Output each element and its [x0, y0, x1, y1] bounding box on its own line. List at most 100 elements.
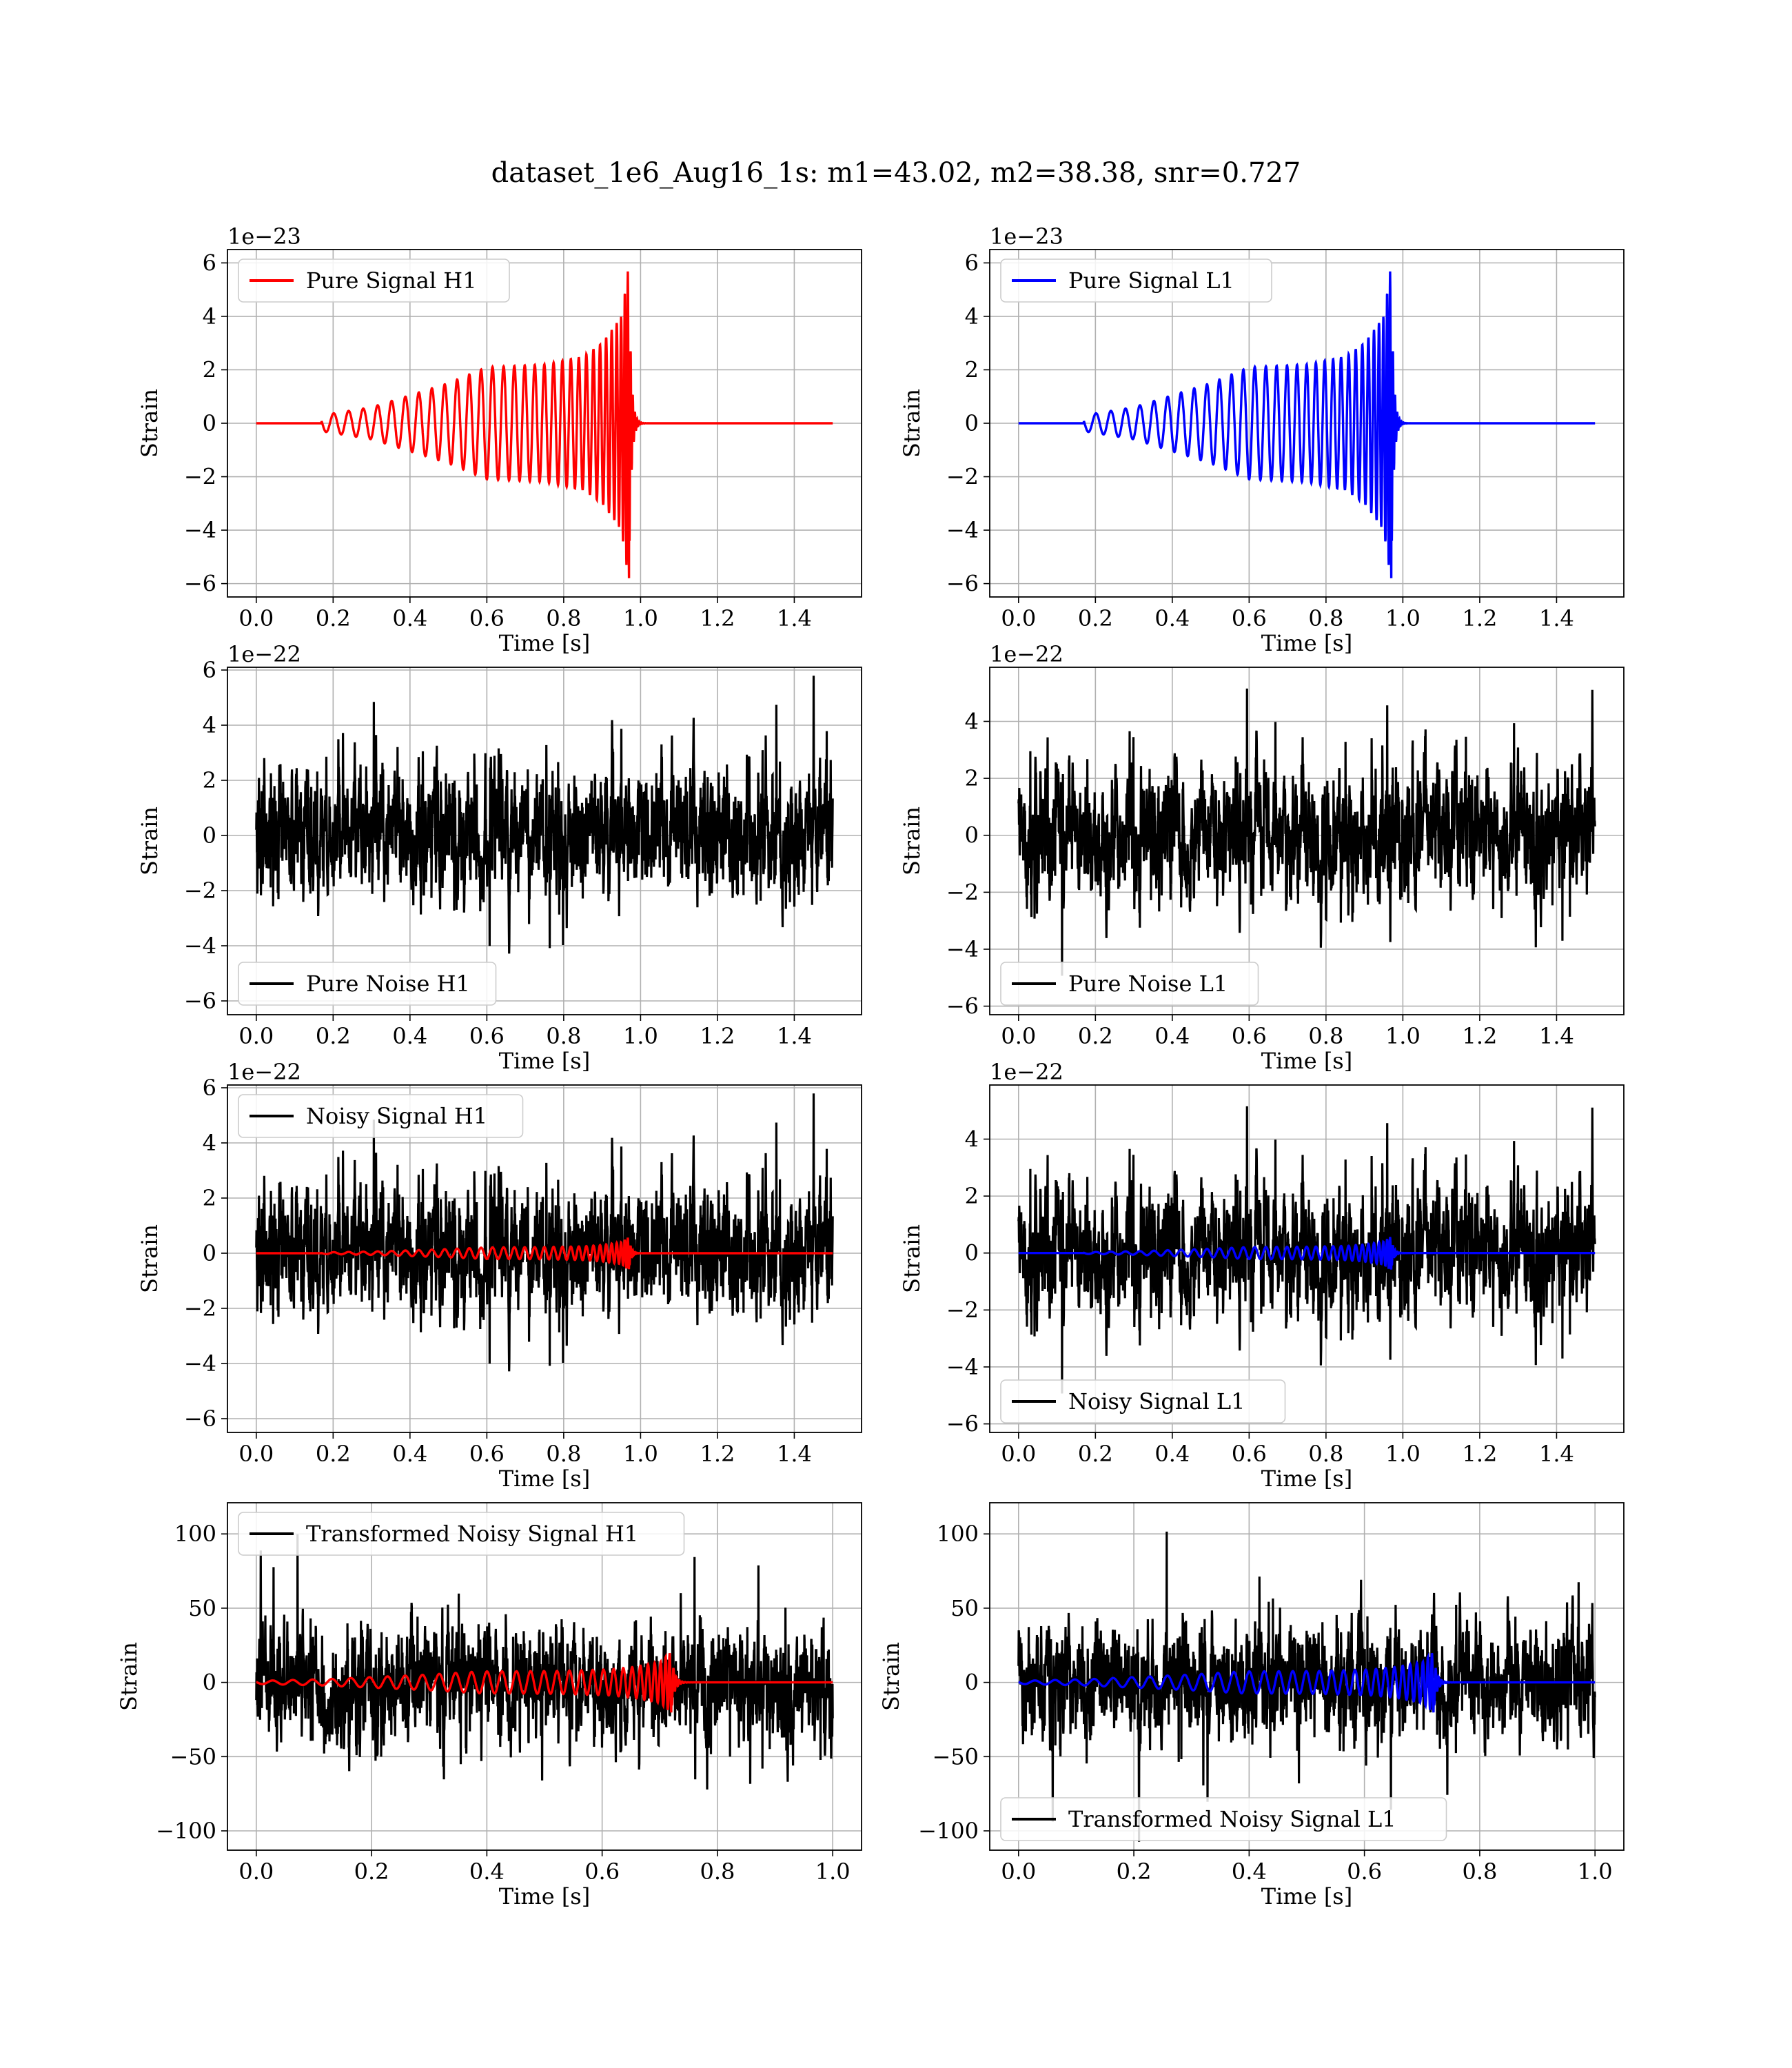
legend-label: Noisy Signal H1 [306, 1103, 487, 1129]
x-tick-label: 0.4 [1154, 1023, 1190, 1049]
legend-label: Noisy Signal L1 [1068, 1388, 1245, 1415]
y-axis-label: Strain [116, 1642, 142, 1711]
legend-label: Transformed Noisy Signal H1 [306, 1521, 638, 1547]
noise-line [1017, 1106, 1596, 1394]
x-tick-label: 0.6 [469, 1023, 505, 1049]
x-tick-label: 1.0 [1385, 605, 1421, 631]
legend-box [238, 1512, 685, 1556]
y-axis-label: Strain [136, 1224, 163, 1293]
x-tick-label: 1.0 [1578, 1858, 1613, 1885]
y-tick-label: −4 [946, 1354, 979, 1380]
x-tick-label: 0.0 [1001, 1858, 1036, 1885]
y-axis-label: Strain [899, 1224, 925, 1293]
x-axis-label: Time [s] [1261, 1466, 1352, 1492]
legend-label: Transformed Noisy Signal L1 [1068, 1806, 1396, 1832]
x-tick-label: 1.4 [1539, 1441, 1574, 1467]
y-axis-label: Strain [136, 389, 163, 458]
legend-box [238, 962, 497, 1006]
y-tick-label: 100 [174, 1521, 216, 1547]
offset-text: 1e−22 [990, 1059, 1063, 1085]
legend-box [1000, 962, 1259, 1006]
x-tick-label: 0.4 [392, 1023, 427, 1049]
plot-data [255, 676, 834, 954]
x-tick-label: 0.6 [469, 605, 505, 631]
y-tick-label: 4 [203, 303, 216, 330]
axes-frame [227, 667, 862, 1015]
x-tick-label: 0.4 [392, 1441, 427, 1467]
offset-text: 1e−23 [990, 223, 1063, 250]
x-tick-label: 0.2 [316, 1023, 351, 1049]
y-tick-label: −100 [156, 1818, 216, 1844]
y-tick-label: 2 [203, 356, 216, 383]
plot-data [1017, 1106, 1596, 1394]
y-tick-label: −2 [946, 464, 979, 490]
x-tick-label: 0.2 [316, 1441, 351, 1467]
legend: Pure Signal H1 [238, 258, 510, 303]
x-tick-label: 0.6 [584, 1858, 620, 1885]
axes-frame [227, 1502, 862, 1851]
y-tick-label: 6 [203, 1075, 216, 1101]
noise-line [255, 1534, 834, 1790]
noise-line [255, 676, 834, 954]
legend-box [238, 258, 510, 303]
x-tick-label: 0.0 [238, 605, 274, 631]
signal-line [1018, 271, 1596, 578]
x-axis-label: Time [s] [499, 630, 590, 656]
legend: Transformed Noisy Signal L1 [1000, 1797, 1447, 1841]
signal-line [256, 1652, 833, 1713]
y-tick-label: 100 [937, 1521, 979, 1547]
panel-noisy-signal-h1: 0.0 0.2 0.4 0.6 0.8 1.0 1.2 1.4 −6 −4 −2 0 2 4 6 Time [… [136, 1059, 862, 1492]
signal-line [256, 271, 833, 578]
signal-line [1018, 1652, 1596, 1713]
panel-pure-signal-h1: 0.0 0.2 0.4 0.6 0.8 1.0 1.2 1.4 −6 −4 −2 0 2 4 6 Time [… [136, 223, 862, 656]
y-axis-label: Strain [899, 807, 925, 875]
x-tick-label: 0.6 [1232, 605, 1267, 631]
y-tick-label: −4 [184, 1350, 216, 1377]
y-tick-label: 6 [203, 657, 216, 683]
panel-transformed-noisy-signal-l1: 0.0 0.2 0.4 0.6 0.8 1.0 −100 −50 0 50 100 Time [s] S… [878, 1502, 1625, 1909]
x-tick-label: 1.2 [700, 605, 735, 631]
x-tick-label: 0.8 [1308, 1441, 1343, 1467]
legend-box [1000, 258, 1272, 303]
legend: Pure Noise L1 [1000, 962, 1259, 1006]
x-tick-label: 1.0 [1385, 1441, 1421, 1467]
x-axis-label: Time [s] [499, 1883, 590, 1909]
x-tick-label: 0.0 [238, 1441, 274, 1467]
plot-data [1018, 271, 1596, 578]
x-tick-label: 0.0 [238, 1858, 274, 1885]
y-tick-label: 2 [965, 765, 979, 791]
y-tick-label: 4 [965, 303, 979, 330]
y-tick-label: 0 [203, 1240, 216, 1266]
axes-frame [227, 1084, 862, 1433]
plot-data [255, 1534, 834, 1790]
y-tick-label: 0 [203, 822, 216, 849]
y-tick-label: 0 [203, 410, 216, 436]
offset-text: 1e−22 [227, 1059, 301, 1085]
plot-data [1017, 688, 1596, 976]
x-tick-label: 0.2 [316, 605, 351, 631]
y-tick-label: 6 [965, 250, 979, 276]
y-axis-label: Strain [899, 389, 925, 458]
x-tick-label: 1.0 [623, 1023, 658, 1049]
y-tick-label: 0 [965, 410, 979, 436]
x-tick-label: 0.8 [1308, 605, 1343, 631]
legend-label: Pure Signal L1 [1068, 267, 1234, 294]
x-tick-label: 1.0 [815, 1858, 851, 1885]
figure-title: dataset_1e6_Aug16_1s: m1=43.02, m2=38.38… [491, 157, 1301, 189]
plot-data [256, 271, 833, 578]
legend: Pure Noise H1 [238, 962, 497, 1006]
legend-box [1000, 1797, 1447, 1841]
offset-text: 1e−23 [227, 223, 301, 250]
x-tick-label: 0.6 [1347, 1858, 1382, 1885]
y-tick-label: −2 [184, 464, 216, 490]
axes-frame [989, 1502, 1625, 1851]
y-tick-label: −2 [946, 879, 979, 905]
x-tick-label: 0.4 [1154, 1441, 1190, 1467]
x-tick-label: 0.8 [1308, 1023, 1343, 1049]
y-tick-label: 50 [188, 1595, 216, 1621]
panel-transformed-noisy-signal-h1: 0.0 0.2 0.4 0.6 0.8 1.0 −100 −50 0 50 100 Time [s] S… [116, 1502, 862, 1909]
y-tick-label: −6 [946, 571, 979, 597]
x-tick-label: 0.8 [700, 1858, 735, 1885]
x-tick-label: 0.2 [1117, 1858, 1152, 1885]
